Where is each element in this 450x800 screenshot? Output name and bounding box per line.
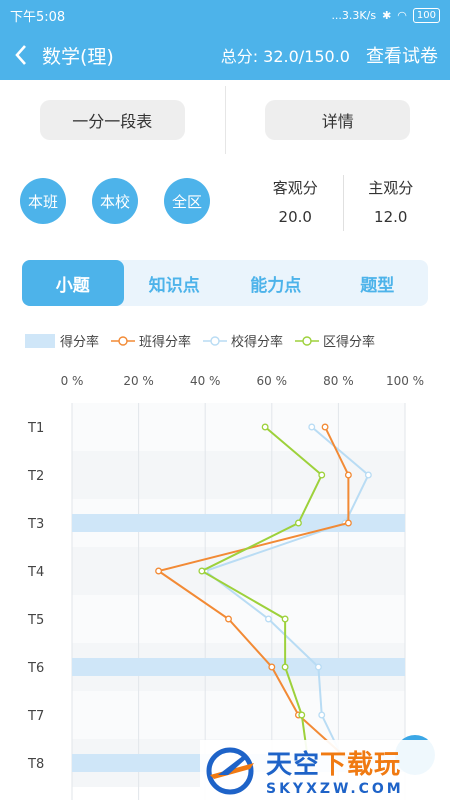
data-point (281, 663, 289, 671)
data-point (268, 663, 276, 671)
data-point (364, 471, 372, 479)
x-tick-label: 100 % (386, 374, 424, 388)
watermark-brand-accent: 下载玩 (320, 749, 402, 780)
scope-class-button[interactable]: 本班 (20, 178, 66, 224)
category-label: T8 (27, 757, 44, 772)
x-tick-label: 40 % (190, 374, 221, 388)
watermark-domain: SKYXZW.COM (266, 780, 404, 797)
category-label: T3 (27, 517, 44, 532)
category-label: T6 (27, 661, 44, 676)
score-rate-bar (72, 658, 405, 676)
row-background (72, 547, 405, 595)
network-speed: ...3.3K/s (331, 8, 377, 22)
status-bar: 下午5:08 ...3.3K/s ✱ ◠ 100 (0, 0, 450, 30)
analysis-tabs: 小题 知识点 能力点 题型 (22, 260, 428, 306)
view-paper-button[interactable]: 查看试卷 (366, 46, 438, 67)
row-background (72, 595, 405, 643)
page-title: 数学(理) (42, 45, 114, 68)
details-button[interactable]: 详情 (265, 100, 411, 140)
data-point (265, 615, 272, 623)
legend-class-rate: 班得分率 (111, 331, 191, 350)
legend-bar-swatch (25, 333, 55, 348)
category-label: T1 (27, 421, 44, 436)
data-point (281, 615, 289, 623)
series-line (199, 426, 323, 764)
data-point (318, 471, 326, 479)
data-point (261, 423, 269, 431)
subjective-value: 12.0 (374, 208, 408, 226)
watermark-brand: 天空 (266, 749, 321, 780)
data-point (344, 471, 352, 479)
row-background (72, 451, 405, 499)
score-rate-chart: 0 % 20 % 40 % 60 % 80 % 100 % T1 T2 T3 T4 T5 T6 T7 T8 (27, 374, 424, 800)
legend-district-line-icon (295, 335, 320, 346)
legend-class-line-icon (111, 335, 136, 346)
category-label: T5 (27, 613, 44, 628)
legend-school-rate: 校得分率 (203, 331, 283, 350)
series-line (156, 426, 353, 764)
back-arrow-icon[interactable] (0, 30, 42, 80)
x-tick-label: 60 % (257, 374, 288, 388)
data-point (318, 711, 326, 719)
segment-table-button[interactable]: 一分一段表 (39, 100, 185, 140)
data-point (294, 519, 302, 527)
status-icons: ...3.3K/s ✱ ◠ 100 (331, 7, 440, 23)
site-logo-icon (206, 747, 254, 795)
data-point (198, 567, 206, 575)
wifi-icon: ◠ (397, 8, 407, 22)
score-breakdown: 客观分 20.0 主观分 12.0 (248, 175, 438, 231)
divider (342, 175, 344, 231)
data-point (298, 711, 306, 719)
divider (224, 86, 226, 154)
x-tick-label: 0 % (61, 374, 84, 388)
watermark: 天空下载玩 SKYXZW.COM (200, 740, 450, 800)
subjective-label: 主观分 (368, 179, 414, 197)
series-line (203, 426, 370, 764)
x-tick-label: 20 % (123, 374, 154, 388)
data-point (155, 567, 163, 575)
data-point (314, 663, 322, 671)
objective-label: 客观分 (272, 179, 318, 197)
category-label: T4 (27, 565, 44, 580)
top-buttons-row: 一分一段表 详情 (0, 80, 450, 160)
bluetooth-icon: ✱ (382, 8, 392, 22)
category-label: T7 (27, 709, 44, 724)
app-bar: 数学(理) 总分: 32.0/150.0 查看试卷 (0, 30, 450, 80)
category-label: T2 (27, 469, 44, 484)
tab-ability[interactable]: 能力点 (250, 275, 302, 296)
battery-icon: 100 (412, 7, 440, 23)
legend-district-rate: 区得分率 (295, 331, 375, 350)
data-point (308, 423, 316, 431)
score-rate-bar (72, 514, 405, 532)
status-time: 下午5:08 (10, 9, 66, 25)
scope-school-button[interactable]: 本校 (92, 178, 138, 224)
tab-question-type[interactable]: 题型 (360, 275, 395, 296)
x-tick-label: 80 % (323, 374, 354, 388)
objective-value: 20.0 (278, 208, 312, 226)
chart-legend: 得分率 班得分率 校得分率 区得分率 (25, 331, 387, 350)
tab-knowledge[interactable]: 知识点 (148, 275, 200, 296)
data-point (321, 423, 329, 431)
scope-selector: 本班 本校 全区 (20, 178, 210, 224)
data-point (344, 519, 352, 527)
total-score: 总分: 32.0/150.0 (220, 47, 350, 66)
row-background (72, 691, 405, 739)
legend-school-line-icon (203, 335, 228, 346)
tab-questions[interactable]: 小题 (22, 260, 124, 306)
data-point (225, 615, 232, 623)
scope-district-button[interactable]: 全区 (164, 178, 210, 224)
legend-score-rate: 得分率 (25, 331, 99, 350)
row-background (72, 403, 405, 451)
